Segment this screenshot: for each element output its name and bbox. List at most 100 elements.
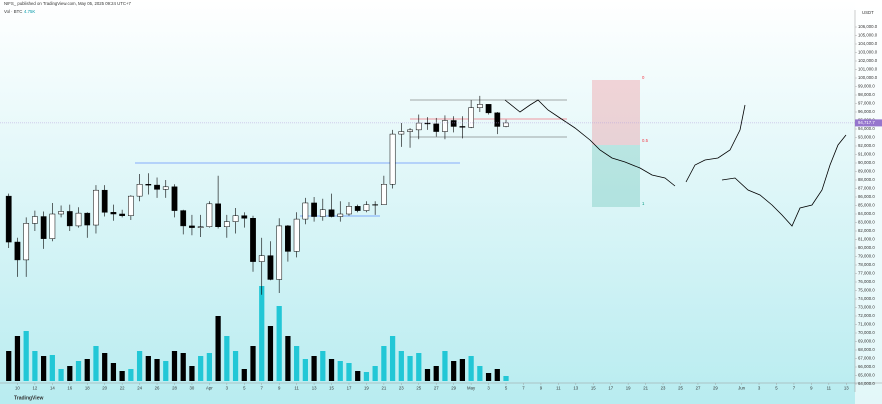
candle-body bbox=[503, 122, 509, 127]
volume-bar bbox=[424, 369, 431, 381]
candle-body bbox=[101, 189, 108, 213]
volume-bar bbox=[346, 363, 352, 381]
y-tick-label: 100,000.0 bbox=[858, 75, 878, 80]
volume-bar bbox=[189, 366, 195, 381]
candle-body bbox=[433, 123, 440, 132]
x-tick-label: 29 bbox=[713, 386, 718, 391]
y-tick-label: 88,000.0 bbox=[858, 177, 875, 182]
x-tick-label: 24 bbox=[137, 386, 142, 391]
volume-bar bbox=[14, 336, 21, 381]
x-tick-label: 17 bbox=[347, 386, 352, 391]
candle-body bbox=[136, 184, 143, 197]
x-tick-label: 11 bbox=[294, 386, 299, 391]
y-tick-label: 66,000.0 bbox=[858, 364, 875, 369]
forecast-path bbox=[504, 99, 676, 187]
volume-bar bbox=[58, 369, 64, 381]
candle-body bbox=[215, 203, 221, 228]
y-tick-label: 71,000.0 bbox=[858, 322, 875, 327]
candle-body bbox=[328, 209, 335, 217]
x-tick-label: 13 bbox=[312, 386, 317, 391]
x-tick-label: 5 bbox=[243, 386, 246, 391]
x-tick-label: 17 bbox=[608, 386, 613, 391]
candle-body bbox=[372, 204, 379, 206]
x-tick-label: 21 bbox=[381, 386, 386, 391]
candle-body bbox=[363, 204, 370, 211]
candle-body bbox=[442, 120, 448, 132]
candle-body bbox=[58, 211, 64, 215]
drawings bbox=[135, 80, 847, 227]
candle-body bbox=[276, 225, 283, 280]
volume-bar bbox=[215, 316, 221, 381]
y-tick-label: 93,000.0 bbox=[858, 135, 875, 140]
volume-bar bbox=[389, 336, 396, 381]
volume-bar bbox=[276, 306, 282, 381]
candle-body bbox=[145, 184, 152, 186]
candle-body bbox=[154, 184, 160, 190]
y-tick-label: 69,000.0 bbox=[858, 339, 875, 344]
candle-body bbox=[119, 213, 126, 216]
y-tick-label: 70,000.0 bbox=[858, 330, 875, 335]
volume-bar bbox=[6, 351, 12, 381]
x-tick-label: 5 bbox=[775, 386, 778, 391]
volume-bar bbox=[477, 366, 483, 381]
risk-box bbox=[592, 80, 640, 145]
y-tick-label: 97,000.0 bbox=[858, 101, 875, 106]
x-tick-label: 5 bbox=[505, 386, 508, 391]
volume-bar bbox=[232, 351, 239, 381]
candle-body bbox=[311, 202, 317, 217]
volume-bar bbox=[337, 361, 343, 381]
volume-bar bbox=[328, 359, 335, 381]
y-tick-label: 102,000.0 bbox=[858, 58, 878, 63]
x-tick-label: 7 bbox=[261, 386, 264, 391]
volume-bar bbox=[259, 286, 265, 381]
x-tick-label: May bbox=[467, 386, 476, 391]
y-tick-label: 65,000.0 bbox=[858, 373, 875, 378]
y-tick-label: 94,000.0 bbox=[858, 126, 875, 131]
y-tick-label: 85,000.0 bbox=[858, 203, 875, 208]
candle-body bbox=[398, 131, 405, 135]
candle-body bbox=[381, 184, 387, 205]
y-tick-label: 87,000.0 bbox=[858, 186, 875, 191]
y-tick-label: 80,000.0 bbox=[858, 245, 875, 250]
x-tick-label: 7 bbox=[793, 386, 796, 391]
volume-bar bbox=[84, 359, 90, 381]
candle-body bbox=[128, 195, 134, 216]
x-tick-label: 3 bbox=[758, 386, 761, 391]
price-axis-bg bbox=[855, 0, 882, 404]
y-tick-label: 84,000.0 bbox=[858, 211, 875, 216]
logo: TradingView bbox=[14, 395, 43, 401]
y-tick-label: 89,000.0 bbox=[858, 169, 875, 174]
y-tick-label: 64,000.0 bbox=[858, 381, 875, 386]
x-tick-label: 18 bbox=[85, 386, 90, 391]
candle-body bbox=[476, 104, 483, 108]
x-tick-label: 14 bbox=[50, 386, 55, 391]
x-tick-label: 13 bbox=[573, 386, 578, 391]
y-tick-label: 106,000.0 bbox=[858, 24, 878, 29]
volume-bar bbox=[128, 369, 134, 381]
y-tick-label: 75,000.0 bbox=[858, 288, 875, 293]
x-tick-label: 9 bbox=[278, 386, 281, 391]
candle-body bbox=[337, 213, 344, 217]
x-tick-label: 23 bbox=[661, 386, 666, 391]
volume-bar bbox=[163, 361, 169, 381]
volume-bar bbox=[355, 371, 361, 381]
volume-bar bbox=[485, 373, 492, 381]
x-tick-label: Apr bbox=[206, 386, 213, 391]
currency: USDT bbox=[862, 10, 874, 15]
volume-bar bbox=[459, 359, 466, 381]
candle-body bbox=[319, 209, 326, 217]
x-tick-label: Jun bbox=[738, 386, 746, 391]
candle-body bbox=[162, 186, 169, 190]
y-tick-label: 91,000.0 bbox=[858, 152, 875, 157]
candle-body bbox=[415, 122, 422, 131]
volume-bar bbox=[224, 336, 230, 381]
volume-bar bbox=[250, 346, 256, 381]
candle-body bbox=[171, 186, 178, 211]
y-tick-label: 101,000.0 bbox=[858, 67, 878, 72]
volume-bar bbox=[442, 351, 448, 381]
forecast-path bbox=[721, 134, 847, 227]
candle-body bbox=[32, 216, 38, 224]
